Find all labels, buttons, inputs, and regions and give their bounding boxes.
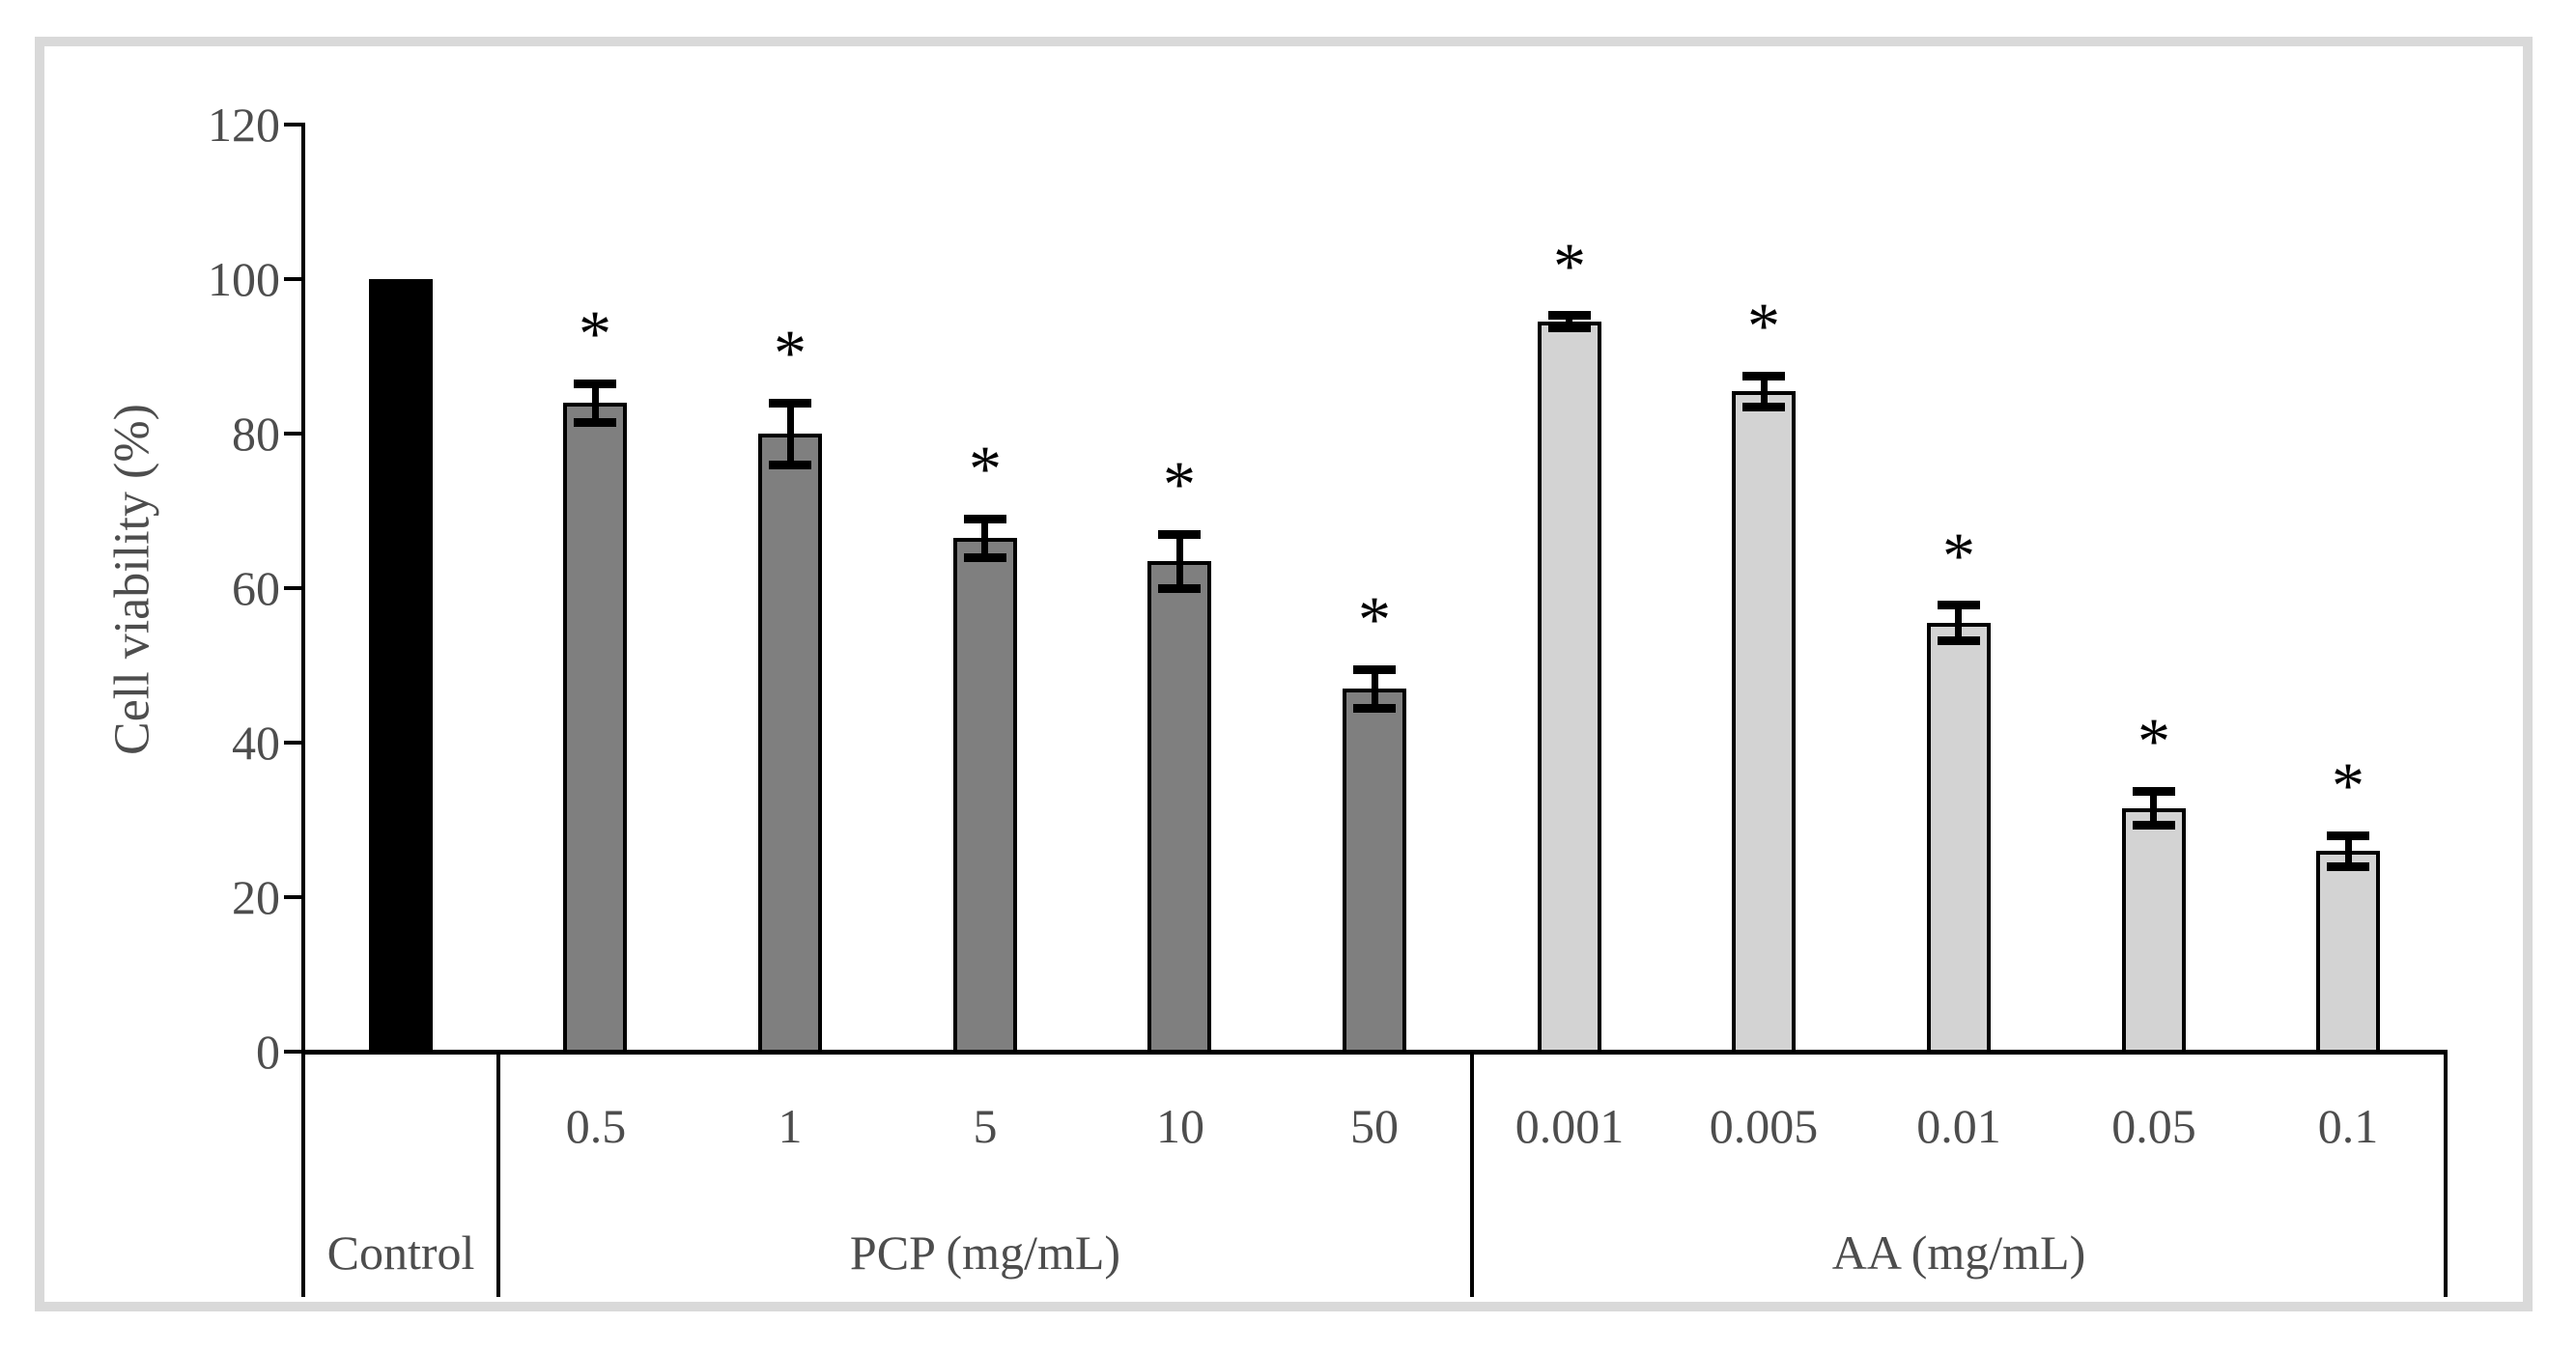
error-bar-cap-top: [2327, 831, 2369, 840]
error-bar-cap-top: [769, 399, 811, 408]
bar-0.5: [563, 403, 627, 1054]
x-category-label: 0.01: [1916, 1099, 2001, 1153]
error-bar-cap-bottom: [1158, 584, 1201, 593]
y-tick-mark: [284, 432, 303, 436]
significance-asterisk: *: [1747, 289, 1780, 362]
y-tick-label: 80: [232, 407, 280, 461]
x-category-label: 10: [1156, 1099, 1204, 1153]
group-divider: [2444, 1052, 2448, 1297]
x-category-label: 5: [973, 1099, 998, 1153]
y-tick-mark: [284, 586, 303, 590]
x-category-label: 0.5: [565, 1099, 627, 1153]
y-tick-label: 60: [232, 561, 280, 615]
significance-asterisk: *: [774, 316, 807, 389]
error-bar-cap-bottom: [574, 418, 616, 427]
bar-1: [758, 434, 822, 1054]
x-group-label: AA (mg/mL): [1831, 1225, 2086, 1280]
y-tick-mark: [284, 123, 303, 127]
bar-50: [1343, 689, 1406, 1054]
significance-asterisk: *: [1358, 582, 1391, 656]
x-group-label: Control: [326, 1225, 475, 1280]
error-bar-cap-bottom: [1548, 324, 1591, 332]
significance-asterisk: *: [969, 432, 1002, 505]
error-bar-stem: [1566, 316, 1572, 328]
error-bar-stem: [1176, 534, 1183, 588]
y-tick-label: 40: [232, 716, 280, 770]
x-category-label: 0.001: [1514, 1099, 1625, 1153]
y-axis-line: [301, 123, 305, 1297]
error-bar-cap-top: [1353, 665, 1396, 674]
error-bar-stem: [2345, 835, 2352, 866]
group-divider: [1470, 1052, 1474, 1297]
x-category-label: 0.1: [2317, 1099, 2379, 1153]
bar-0.005: [1732, 391, 1796, 1054]
error-bar-stem: [981, 519, 988, 557]
y-tick-mark: [284, 1050, 303, 1054]
bar-0.05: [2122, 808, 2186, 1054]
x-category-label: 1: [778, 1099, 803, 1153]
error-bar-cap-bottom: [1353, 704, 1396, 713]
y-tick-mark: [284, 277, 303, 281]
error-bar-cap-top: [964, 515, 1006, 523]
error-bar-cap-bottom: [964, 553, 1006, 562]
significance-asterisk: *: [579, 296, 611, 370]
bar-10: [1147, 561, 1211, 1054]
error-bar-cap-top: [1158, 530, 1201, 539]
x-category-label: 0.005: [1709, 1099, 1819, 1153]
x-group-label: PCP (mg/mL): [849, 1225, 1121, 1280]
y-tick-label: 120: [208, 98, 280, 152]
error-bar-stem: [2150, 791, 2157, 825]
y-tick-mark: [284, 895, 303, 899]
y-tick-mark: [284, 741, 303, 745]
error-bar-cap-top: [1938, 601, 1980, 609]
error-bar-stem: [592, 383, 599, 422]
significance-asterisk: *: [1942, 519, 1975, 592]
error-bar-cap-bottom: [769, 461, 811, 469]
figure-frame: [35, 37, 2533, 1311]
error-bar-stem: [787, 403, 794, 465]
significance-asterisk: *: [1163, 447, 1196, 521]
group-divider: [496, 1052, 500, 1297]
bar-0.01: [1927, 623, 1991, 1054]
error-bar-cap-bottom: [2133, 821, 2175, 830]
error-bar-cap-bottom: [2327, 862, 2369, 871]
y-tick-label: 100: [208, 252, 280, 306]
error-bar-cap-top: [1742, 372, 1785, 380]
y-tick-label: 20: [232, 870, 280, 924]
significance-asterisk: *: [2137, 704, 2170, 777]
bar-Control: [369, 279, 433, 1054]
significance-asterisk: *: [1553, 229, 1586, 302]
error-bar-stem: [1761, 376, 1768, 407]
y-tick-label: 0: [256, 1025, 280, 1079]
error-bar-cap-top: [2133, 787, 2175, 796]
x-category-label: 50: [1350, 1099, 1399, 1153]
significance-asterisk: *: [2332, 748, 2364, 822]
error-bar-cap-top: [574, 380, 616, 388]
error-bar-cap-bottom: [1742, 403, 1785, 411]
error-bar-stem: [1372, 669, 1378, 708]
bar-5: [953, 538, 1017, 1054]
error-bar-cap-bottom: [1938, 636, 1980, 645]
bar-0.001: [1538, 322, 1601, 1054]
x-category-label: 0.05: [2111, 1099, 2196, 1153]
error-bar-cap-top: [1548, 311, 1591, 320]
error-bar-stem: [1955, 606, 1962, 641]
bar-0.1: [2316, 851, 2380, 1054]
